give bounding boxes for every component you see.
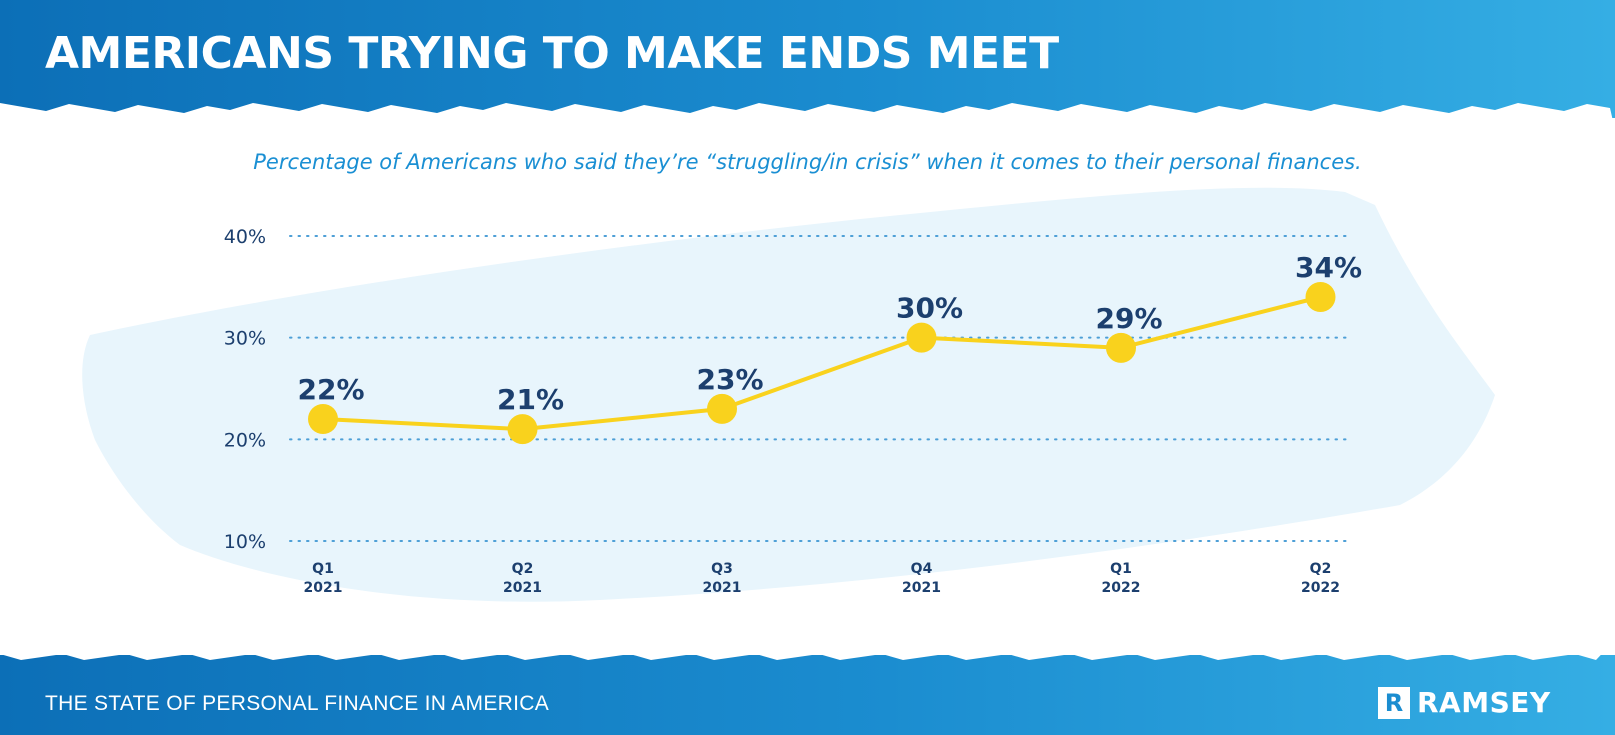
data-point	[507, 414, 538, 445]
data-label: 23%	[696, 363, 763, 396]
y-tick-label: 20%	[224, 429, 266, 451]
ramsey-logo-wordmark: RAMSEY	[1417, 686, 1551, 719]
data-point	[707, 393, 737, 424]
data-label: 34%	[1295, 251, 1362, 284]
y-tick-label: 30%	[224, 328, 266, 350]
data-label: 29%	[1095, 302, 1162, 335]
chart-subtitle: Percentage of Americans who said they’re…	[253, 150, 1362, 174]
y-tick-label: 10%	[224, 531, 266, 553]
x-tick-label: Q2 2021	[503, 561, 542, 596]
footer-banner	[0, 655, 1615, 735]
header-banner	[0, 0, 1615, 118]
y-axis-ticks: 10% 20% 30% 40%	[224, 226, 266, 553]
data-point	[1305, 282, 1336, 312]
x-tick-label: Q4 2021	[902, 561, 941, 596]
brush-stroke-background	[82, 187, 1496, 602]
x-tick-label: Q1 2022	[1102, 561, 1141, 596]
footer-text: THE STATE OF PERSONAL FINANCE IN AMERICA	[45, 692, 550, 715]
torn-paper-edges	[0, 100, 1615, 660]
data-point	[308, 404, 338, 434]
data-series: 22% 21% 23% 30% 29% 34%	[297, 251, 1362, 445]
y-tick-label: 40%	[224, 226, 266, 248]
ramsey-logo-mark: R	[1378, 686, 1410, 719]
data-label: 21%	[497, 383, 564, 416]
x-axis-ticks: Q1 2021 Q2 2021 Q3 2021 Q4 2021 Q1 2022 Q2 2022	[304, 561, 1340, 596]
data-point	[1106, 332, 1136, 363]
data-point	[906, 322, 937, 353]
data-label: 22%	[297, 373, 364, 406]
x-tick-label: Q3 2021	[703, 561, 742, 596]
bottom-torn-edge	[0, 640, 1615, 660]
ramsey-logo: R RAMSEY	[1378, 686, 1551, 719]
gridlines	[289, 235, 1351, 542]
page-title: AMERICANS TRYING TO MAKE ENDS MEET	[45, 28, 1059, 79]
x-tick-label: Q2 2022	[1301, 561, 1340, 596]
x-tick-label: Q1 2021	[304, 561, 343, 596]
data-label: 30%	[896, 292, 963, 325]
top-torn-edge	[0, 100, 1615, 130]
series-line	[322, 295, 1321, 432]
